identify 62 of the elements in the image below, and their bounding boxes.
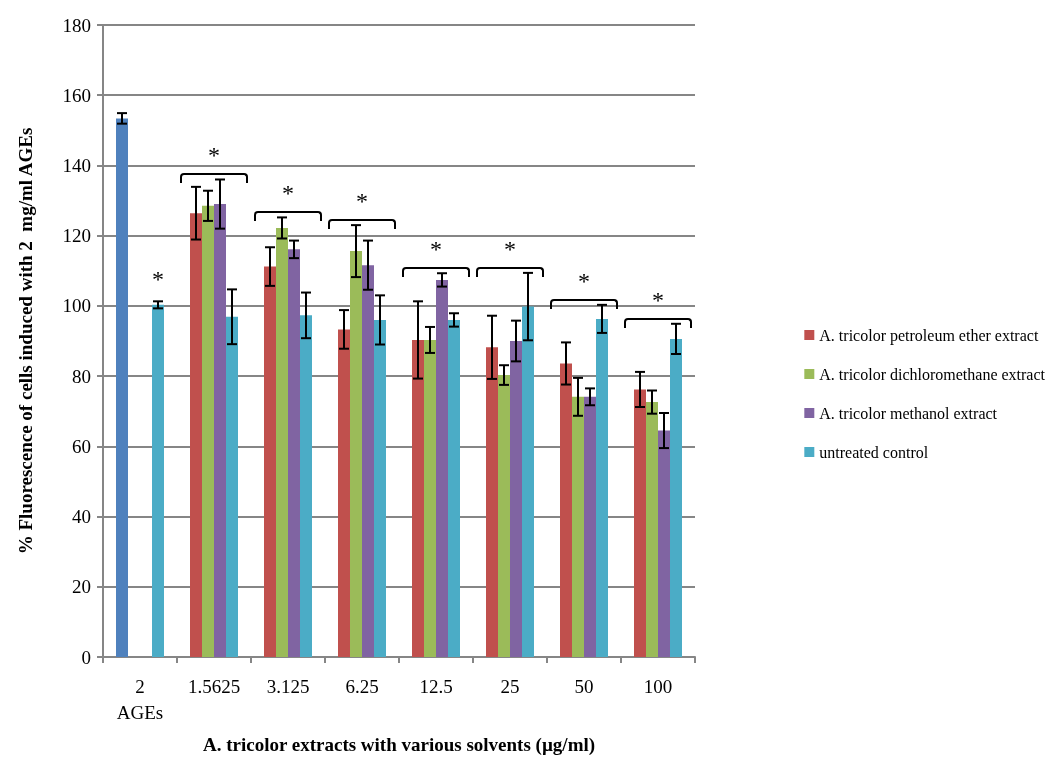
annotation: * — [356, 188, 368, 215]
x-tick-label: 1.5625 — [187, 675, 241, 697]
bar — [276, 227, 288, 657]
bar — [226, 316, 238, 657]
bar — [116, 118, 128, 657]
bar — [374, 319, 386, 657]
legend-label: untreated control — [819, 443, 929, 461]
annotation: * — [282, 180, 294, 207]
bar — [572, 396, 584, 657]
y-tick-label: 100 — [62, 295, 91, 317]
annotation: * — [578, 267, 590, 294]
y-tick-label: 20 — [72, 576, 91, 598]
bar — [264, 266, 276, 657]
x-tick-label: 2 AGEs — [116, 675, 164, 723]
legend-label: A. tricolor petroleum ether extract — [819, 326, 1039, 345]
annotation: * — [208, 142, 220, 169]
x-tick-label: 12.5 — [419, 675, 453, 697]
bar — [522, 306, 534, 657]
annotation: * — [504, 235, 516, 262]
x-tick-label: 25 — [500, 675, 520, 697]
bar — [448, 319, 460, 657]
bar — [510, 341, 522, 657]
bar — [670, 338, 682, 657]
x-tick-label: 100 — [643, 675, 673, 697]
y-tick-label: 120 — [62, 225, 91, 247]
x-tick-label: 50 — [574, 675, 594, 697]
bar — [498, 375, 510, 657]
bar — [634, 389, 646, 657]
bar — [596, 318, 608, 657]
annotation: * — [152, 266, 164, 293]
bar — [436, 279, 448, 657]
bar — [152, 304, 164, 657]
bar — [338, 329, 350, 657]
annotation: * — [430, 236, 442, 263]
x-tick-label: 3.125 — [266, 675, 310, 697]
y-tick-label: 180 — [62, 14, 91, 36]
bar — [190, 213, 202, 657]
bar — [214, 204, 226, 657]
bar — [584, 396, 596, 657]
annotation: * — [652, 286, 664, 313]
bar — [300, 315, 312, 657]
bar — [288, 249, 300, 657]
legend-label: A. tricolor methanol extract — [819, 404, 998, 422]
legend-label: A. tricolor dichloromethane extract — [819, 365, 1046, 383]
y-tick-label: 140 — [62, 154, 91, 176]
bar — [350, 251, 362, 657]
y-tick-label: 160 — [62, 84, 91, 106]
bar — [560, 363, 572, 657]
y-tick-label: 40 — [72, 506, 91, 528]
x-tick-label: 6.25 — [345, 675, 379, 697]
y-tick-label: 80 — [72, 365, 91, 387]
bar — [412, 339, 424, 657]
x-axis-title: A. tricolor extracts with various solvents (µg/ml) — [202, 734, 596, 756]
y-tick-label: 60 — [72, 435, 91, 457]
bar — [658, 430, 670, 657]
bar — [486, 347, 498, 657]
y-tick-label: 0 — [81, 646, 91, 668]
bar — [424, 339, 436, 657]
bar — [202, 205, 214, 657]
y-axis-title: % Fluorescence of cells induced with 2 mg/ml AGEs — [15, 127, 36, 555]
bar — [646, 402, 658, 657]
bar — [362, 265, 374, 657]
